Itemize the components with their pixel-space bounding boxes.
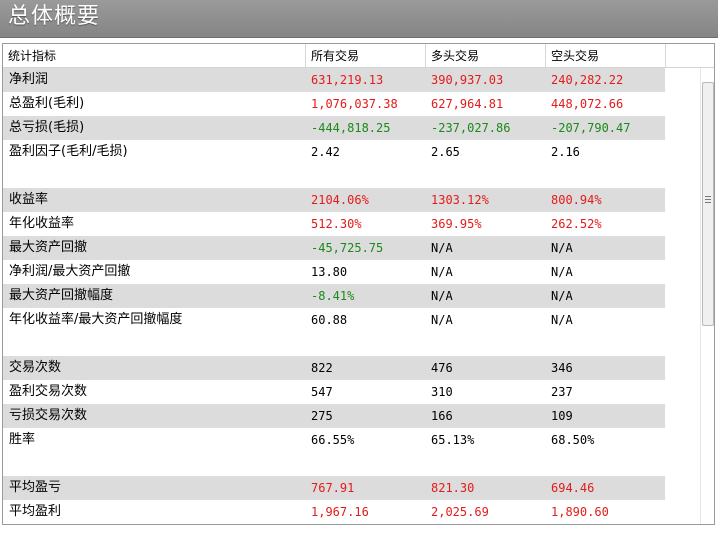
all-trades-value: 1,076,037.38 (311, 97, 398, 111)
page-title: 总体概要 (8, 4, 101, 29)
table-row: 收益率 2104.06% 1303.12% 800.94% (3, 188, 665, 212)
metric-label: 年化收益率/最大资产回撤幅度 (9, 312, 183, 327)
long-trades-value: N/A (431, 265, 453, 279)
short-trades-value: 237 (551, 385, 573, 399)
scrollbar-thumb[interactable] (702, 82, 714, 326)
all-trades-value: 822 (311, 361, 333, 375)
all-trades-value: 1,967.16 (311, 505, 369, 519)
metric-label: 平均盈利 (9, 504, 62, 519)
all-trades-value: -8.41% (311, 289, 355, 303)
long-trades-value: 310 (431, 385, 453, 399)
metric-label: 平均盈亏 (9, 480, 62, 495)
short-trades-value: N/A (551, 241, 573, 255)
long-trades-value: 476 (431, 361, 453, 375)
all-trades-value: 2104.06% (311, 193, 369, 207)
grip-line (705, 199, 711, 200)
table-row: 盈利因子(毛利/毛损) 2.42 2.65 2.16 (3, 140, 665, 164)
metric-label: 胜率 (9, 432, 36, 447)
spacer-row (3, 164, 665, 188)
spacer-row (3, 332, 665, 356)
vertical-scrollbar[interactable] (700, 68, 714, 524)
long-trades-value: 65.13% (431, 433, 475, 447)
all-trades-value: 631,219.13 (311, 73, 384, 87)
long-trades-value: N/A (431, 289, 453, 303)
long-trades-value: 1303.12% (431, 193, 489, 207)
summary-table: 统计指标 所有交易 多头交易 空头交易 净利润 631,219.13 390,937… (2, 43, 715, 525)
short-trades-value: 109 (551, 409, 573, 423)
title-bar: 总体概要 (0, 0, 718, 38)
metric-label: 年化收益率 (9, 216, 75, 231)
metric-label: 盈利因子(毛利/毛损) (9, 144, 128, 159)
metric-label: 总盈利(毛利) (9, 96, 85, 111)
table-row: 最大资产回撤 -45,725.75 N/A N/A (3, 236, 665, 260)
column-header-all-trades[interactable]: 所有交易 (306, 44, 426, 68)
table-row: 净利润/最大资产回撤 13.80 N/A N/A (3, 260, 665, 284)
metric-label: 最大资产回撤 (9, 240, 88, 255)
table-row: 年化收益率/最大资产回撤幅度 60.88 N/A N/A (3, 308, 665, 332)
table-row: 总亏损(毛损) -444,818.25 -237,027.86 -207,790.47 (3, 116, 665, 140)
table-row: 平均盈亏 767.91 821.30 694.46 (3, 476, 665, 500)
metric-label: 收益率 (9, 192, 49, 207)
all-trades-value: -444,818.25 (311, 121, 391, 135)
metric-label: 总亏损(毛损) (9, 120, 85, 135)
table-header: 统计指标 所有交易 多头交易 空头交易 (3, 44, 714, 68)
long-trades-value: 627,964.81 (431, 97, 504, 111)
long-trades-value: 2,025.69 (431, 505, 489, 519)
all-trades-value: 275 (311, 409, 333, 423)
metric-label: 最大资产回撤幅度 (9, 288, 114, 303)
short-trades-value: N/A (551, 265, 573, 279)
long-trades-value: 369.95% (431, 217, 482, 231)
all-trades-value: 66.55% (311, 433, 355, 447)
short-trades-value: 240,282.22 (551, 73, 624, 87)
metric-label: 净利润 (9, 72, 49, 87)
short-trades-value: 346 (551, 361, 573, 375)
metric-label: 交易次数 (9, 360, 62, 375)
metric-label: 盈利交易次数 (9, 384, 88, 399)
short-trades-value: -207,790.47 (551, 121, 631, 135)
column-header-long-trades[interactable]: 多头交易 (426, 44, 546, 68)
all-trades-value: 767.91 (311, 481, 355, 495)
table-row: 胜率 66.55% 65.13% 68.50% (3, 428, 665, 452)
table-row: 最大资产回撤幅度 -8.41% N/A N/A (3, 284, 665, 308)
long-trades-value: 2.65 (431, 145, 460, 159)
all-trades-value: 13.80 (311, 265, 348, 279)
long-trades-value: N/A (431, 241, 453, 255)
table-row: 净利润 631,219.13 390,937.03 240,282.22 (3, 68, 665, 92)
long-trades-value: -237,027.86 (431, 121, 511, 135)
all-trades-value: 547 (311, 385, 333, 399)
all-trades-value: 2.42 (311, 145, 340, 159)
short-trades-value: 2.16 (551, 145, 580, 159)
table-body: 净利润 631,219.13 390,937.03 240,282.22 总盈利(毛利)… (3, 68, 665, 524)
grip-line (705, 196, 711, 197)
metric-label: 亏损交易次数 (9, 408, 88, 423)
all-trades-value: -45,725.75 (311, 241, 384, 255)
metric-label: 净利润/最大资产回撤 (9, 264, 131, 279)
table-row: 交易次数 822 476 346 (3, 356, 665, 380)
all-trades-value: 60.88 (311, 313, 348, 327)
all-trades-value: 512.30% (311, 217, 362, 231)
table-row: 平均盈利 1,967.16 2,025.69 1,890.60 (3, 500, 665, 524)
grip-line (705, 202, 711, 203)
long-trades-value: 821.30 (431, 481, 475, 495)
short-trades-value: 68.50% (551, 433, 595, 447)
long-trades-value: 166 (431, 409, 453, 423)
column-header-metric[interactable]: 统计指标 (3, 44, 306, 68)
column-header-short-trades[interactable]: 空头交易 (546, 44, 666, 68)
short-trades-value: 800.94% (551, 193, 602, 207)
table-row: 总盈利(毛利) 1,076,037.38 627,964.81 448,072.66 (3, 92, 665, 116)
short-trades-value: N/A (551, 313, 573, 327)
short-trades-value: 262.52% (551, 217, 602, 231)
short-trades-value: 448,072.66 (551, 97, 624, 111)
table-row: 亏损交易次数 275 166 109 (3, 404, 665, 428)
short-trades-value: 1,890.60 (551, 505, 609, 519)
table-row: 盈利交易次数 547 310 237 (3, 380, 665, 404)
table-row: 年化收益率 512.30% 369.95% 262.52% (3, 212, 665, 236)
spacer-row (3, 452, 665, 476)
short-trades-value: 694.46 (551, 481, 595, 495)
long-trades-value: N/A (431, 313, 453, 327)
long-trades-value: 390,937.03 (431, 73, 504, 87)
short-trades-value: N/A (551, 289, 573, 303)
